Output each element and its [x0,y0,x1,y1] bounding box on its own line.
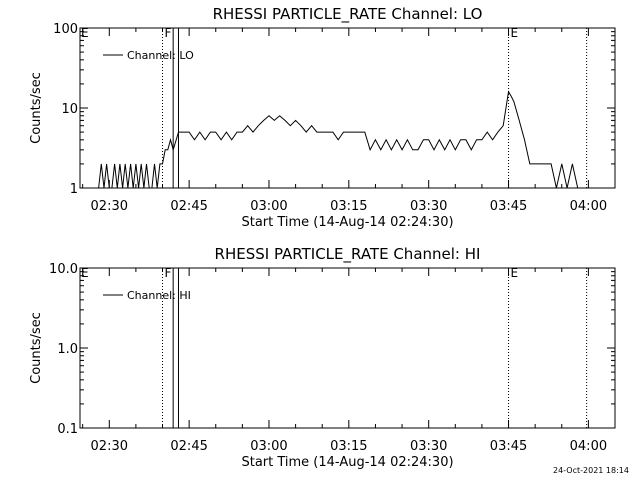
x-axis-label: Start Time (14-Aug-14 02:24:30) [241,455,453,470]
x-tick-label: 03:00 [250,439,287,454]
y-tick-label: 10 [61,102,78,117]
x-tick-label: 03:45 [490,199,527,214]
y-tick-label: 0.1 [57,422,78,437]
x-tick-label: 02:45 [170,439,207,454]
x-tick-label: 03:30 [410,199,447,214]
x-tick-label: 02:45 [170,199,207,214]
y-tick-label: 100 [53,22,78,37]
marker-label: E [511,266,519,280]
x-tick-label: 03:15 [330,199,367,214]
series-line [98,90,589,189]
chart-title: RHESSI PARTICLE_RATE Channel: LO [213,5,483,24]
marker-label: E [511,26,519,40]
footer-timestamp: 24-Oct-2021 18:14 [553,466,629,475]
x-tick-label: 03:45 [490,439,527,454]
y-tick-label: 10.0 [49,262,78,277]
x-tick-label: 04:00 [570,439,607,454]
legend-label: Channel: HI [127,289,191,302]
chart-title: RHESSI PARTICLE_RATE Channel: HI [215,245,481,264]
y-axis-label: Counts/sec [29,72,44,144]
edge-label: E [81,26,89,40]
marker-label: F [165,26,172,40]
legend-label: Channel: LO [127,49,194,62]
y-axis-label: Counts/sec [29,312,44,384]
x-tick-label: 03:30 [410,439,447,454]
x-tick-label: 02:30 [91,439,128,454]
y-tick-label: 1.0 [57,342,78,357]
x-tick-label: 03:00 [250,199,287,214]
x-tick-label: 03:15 [330,439,367,454]
edge-label: E [81,266,89,280]
y-tick-label: 1 [70,182,78,197]
x-tick-label: 04:00 [570,199,607,214]
marker-label: F [165,266,172,280]
x-axis-label: Start Time (14-Aug-14 02:24:30) [241,215,453,230]
x-tick-label: 02:30 [91,199,128,214]
